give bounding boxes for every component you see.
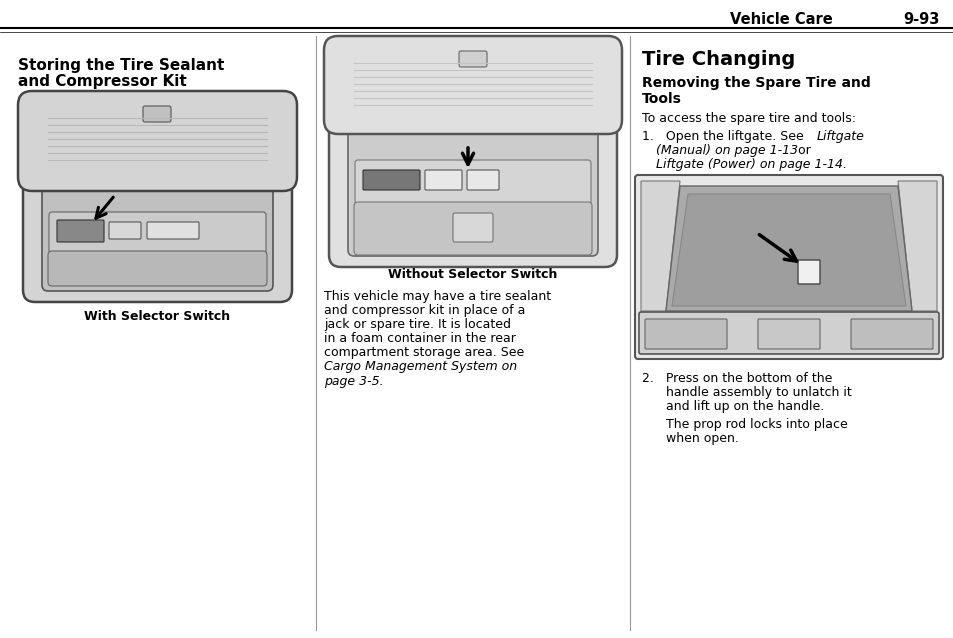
Polygon shape [897,181,936,311]
Text: and lift up on the handle.: and lift up on the handle. [641,400,823,413]
FancyBboxPatch shape [18,91,296,191]
Polygon shape [665,186,911,311]
FancyBboxPatch shape [458,51,486,67]
FancyBboxPatch shape [57,220,104,242]
FancyBboxPatch shape [49,212,266,253]
Text: Cargo Management System on
page 3-5.: Cargo Management System on page 3-5. [324,360,517,388]
Text: (Manual) on page 1-13: (Manual) on page 1-13 [656,144,798,157]
Text: Without Selector Switch: Without Selector Switch [388,268,558,281]
Text: Tire Changing: Tire Changing [641,50,795,69]
Text: 9-93: 9-93 [902,13,939,27]
FancyBboxPatch shape [797,260,820,284]
Text: Vehicle Care: Vehicle Care [729,13,832,27]
Text: jack or spare tire. It is located: jack or spare tire. It is located [324,318,511,331]
FancyBboxPatch shape [363,170,419,190]
FancyBboxPatch shape [850,319,932,349]
Text: Tools: Tools [641,92,681,106]
Text: Liftgate (Power) on page 1-14.: Liftgate (Power) on page 1-14. [656,158,846,171]
FancyBboxPatch shape [23,153,292,302]
FancyBboxPatch shape [639,312,938,354]
Text: 1.   Open the liftgate. See: 1. Open the liftgate. See [641,130,807,143]
FancyBboxPatch shape [424,170,461,190]
FancyBboxPatch shape [453,213,493,242]
FancyBboxPatch shape [758,319,820,349]
FancyBboxPatch shape [147,222,199,239]
Polygon shape [640,181,679,311]
Text: Liftgate: Liftgate [816,130,864,143]
Text: handle assembly to unlatch it: handle assembly to unlatch it [641,386,851,399]
Text: The prop rod locks into place: The prop rod locks into place [641,418,847,431]
Text: and Compressor Kit: and Compressor Kit [18,74,187,89]
Text: With Selector Switch: With Selector Switch [84,310,230,323]
FancyBboxPatch shape [355,160,590,204]
FancyBboxPatch shape [42,172,273,291]
Text: This vehicle may have a tire sealant: This vehicle may have a tire sealant [324,290,551,303]
Text: in a foam container in the rear: in a foam container in the rear [324,332,516,345]
Text: To access the spare tire and tools:: To access the spare tire and tools: [641,112,855,125]
FancyBboxPatch shape [109,222,141,239]
FancyBboxPatch shape [143,106,171,122]
FancyBboxPatch shape [635,175,942,359]
FancyBboxPatch shape [644,319,726,349]
FancyBboxPatch shape [354,202,592,255]
Text: 2.   Press on the bottom of the: 2. Press on the bottom of the [641,372,832,385]
Text: Storing the Tire Sealant: Storing the Tire Sealant [18,58,224,73]
FancyBboxPatch shape [48,251,267,286]
FancyBboxPatch shape [348,119,598,256]
Polygon shape [671,194,905,306]
FancyBboxPatch shape [467,170,498,190]
Text: when open.: when open. [641,432,739,445]
Text: and compressor kit in place of a: and compressor kit in place of a [324,304,525,317]
Text: Removing the Spare Tire and: Removing the Spare Tire and [641,76,870,90]
Text: or: or [793,144,810,157]
Text: compartment storage area. See: compartment storage area. See [324,346,524,359]
FancyBboxPatch shape [329,101,617,267]
FancyBboxPatch shape [324,36,621,134]
